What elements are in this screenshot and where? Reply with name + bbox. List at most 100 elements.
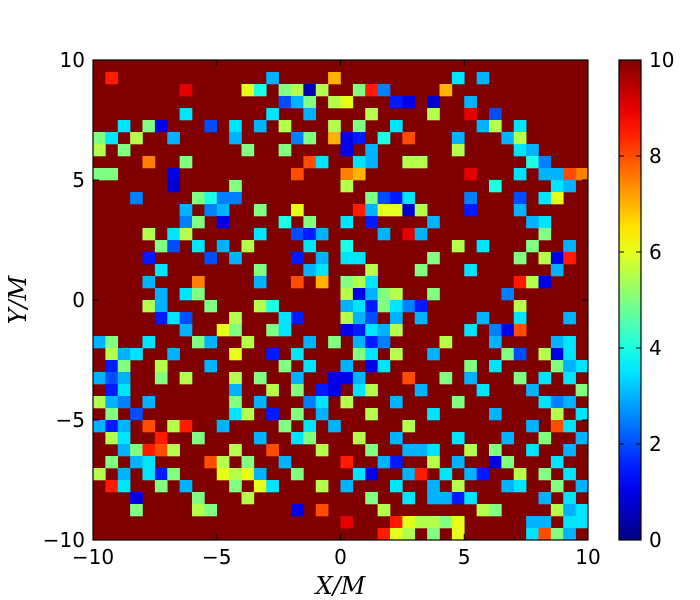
- heatmap-cell: [315, 480, 329, 493]
- heatmap-cell: [241, 456, 255, 469]
- heatmap-cell: [414, 468, 428, 481]
- heatmap-cell: [142, 156, 156, 169]
- heatmap-cell: [563, 168, 576, 181]
- heatmap-cell: [476, 312, 490, 325]
- heatmap-cell: [513, 372, 527, 385]
- heatmap-cell: [167, 168, 180, 181]
- heatmap-cell: [278, 120, 292, 133]
- heatmap-cell: [377, 360, 391, 373]
- heatmap-cell: [489, 444, 502, 457]
- heatmap-cell: [402, 528, 416, 541]
- heatmap-cell: [390, 528, 403, 541]
- heatmap-cell: [117, 144, 131, 157]
- heatmap-cell: [563, 504, 576, 517]
- heatmap-cell: [414, 300, 428, 313]
- heatmap-cell: [204, 192, 218, 205]
- heatmap-cell: [464, 360, 477, 373]
- heatmap-cell: [377, 300, 391, 313]
- heatmap-cell: [377, 336, 391, 349]
- heatmap-cell: [489, 324, 502, 337]
- heatmap-cell: [105, 72, 119, 85]
- heatmap-cell: [390, 480, 403, 493]
- heatmap-cell: [489, 504, 502, 517]
- heatmap-cell: [340, 516, 354, 529]
- heatmap-cell: [154, 288, 168, 301]
- heatmap-cell: [266, 384, 279, 397]
- x-axis-label: X/M: [314, 572, 367, 600]
- heatmap-cell: [476, 120, 490, 133]
- heatmap-cell: [340, 288, 354, 301]
- heatmap-cell: [266, 444, 279, 457]
- heatmap-cell: [513, 468, 527, 481]
- heatmap-cell: [130, 408, 143, 421]
- heatmap-cell: [365, 192, 378, 205]
- heatmap-cell: [117, 120, 131, 133]
- heatmap-cell: [179, 216, 193, 229]
- heatmap-cell: [365, 384, 378, 397]
- heatmap-cell: [105, 480, 119, 493]
- x-tick-label: −5: [202, 545, 231, 569]
- heatmap-cell: [179, 480, 193, 493]
- heatmap-cell: [340, 180, 354, 193]
- heatmap-cell: [563, 528, 576, 541]
- heatmap-cell: [340, 240, 354, 253]
- heatmap-cell: [377, 288, 391, 301]
- heatmap-cell: [402, 96, 416, 109]
- heatmap-cell: [340, 312, 354, 325]
- colorbar-ticks: 0 2 4 6 8 10: [619, 48, 674, 552]
- heatmap-cell: [538, 372, 552, 385]
- heatmap-cell: [464, 324, 477, 337]
- heatmap-cell: [377, 192, 391, 205]
- heatmap-cell: [575, 480, 589, 493]
- heatmap-cell: [278, 360, 292, 373]
- heatmap-cell: [192, 504, 205, 517]
- heatmap-cell: [563, 420, 576, 433]
- heatmap-cell: [291, 252, 304, 265]
- heatmap-cell: [489, 336, 502, 349]
- heatmap-cell: [105, 360, 119, 373]
- heatmap-cell: [291, 132, 304, 145]
- heatmap-cell: [117, 372, 131, 385]
- heatmap-cell: [390, 288, 403, 301]
- heatmap-cell: [526, 144, 539, 157]
- heatmap-cell: [117, 396, 131, 409]
- colorbar-tick-label: 2: [649, 432, 662, 456]
- heatmap-cell: [352, 120, 366, 133]
- heatmap-cell: [167, 240, 180, 253]
- heatmap-cell: [291, 84, 304, 97]
- heatmap-cell: [130, 504, 143, 517]
- heatmap-cell: [538, 192, 552, 205]
- heatmap-cell: [303, 216, 317, 229]
- heatmap-cell: [93, 132, 106, 145]
- heatmap-cell: [550, 180, 564, 193]
- heatmap-cell: [402, 228, 416, 241]
- heatmap-cell: [390, 348, 403, 361]
- heatmap-cell: [105, 372, 119, 385]
- heatmap-cell: [93, 372, 106, 385]
- heatmap-cell: [204, 252, 218, 265]
- heatmap-cell: [192, 192, 205, 205]
- heatmap-cell: [142, 228, 156, 241]
- heatmap-cell: [241, 84, 255, 97]
- heatmap-cell: [464, 204, 477, 217]
- heatmap-cell: [340, 456, 354, 469]
- heatmap-cell: [501, 288, 515, 301]
- heatmap-cell: [93, 396, 106, 409]
- heatmap-cell: [105, 384, 119, 397]
- heatmap-cell: [451, 456, 465, 469]
- heatmap-cell: [563, 312, 576, 325]
- heatmap-cell: [365, 408, 378, 421]
- heatmap-cell: [352, 204, 366, 217]
- heatmap-cell: [266, 324, 279, 337]
- heatmap-cell: [414, 312, 428, 325]
- heatmap-cell: [427, 444, 440, 457]
- heatmap-cell: [352, 300, 366, 313]
- heatmap-cell: [93, 144, 106, 157]
- heatmap-cell: [303, 96, 317, 109]
- heatmap-cell: [365, 336, 378, 349]
- heatmap-cell: [464, 192, 477, 205]
- heatmap-cell: [352, 372, 366, 385]
- heatmap-cell: [93, 336, 106, 349]
- heatmap-cell: [204, 504, 218, 517]
- heatmap-cell: [167, 312, 180, 325]
